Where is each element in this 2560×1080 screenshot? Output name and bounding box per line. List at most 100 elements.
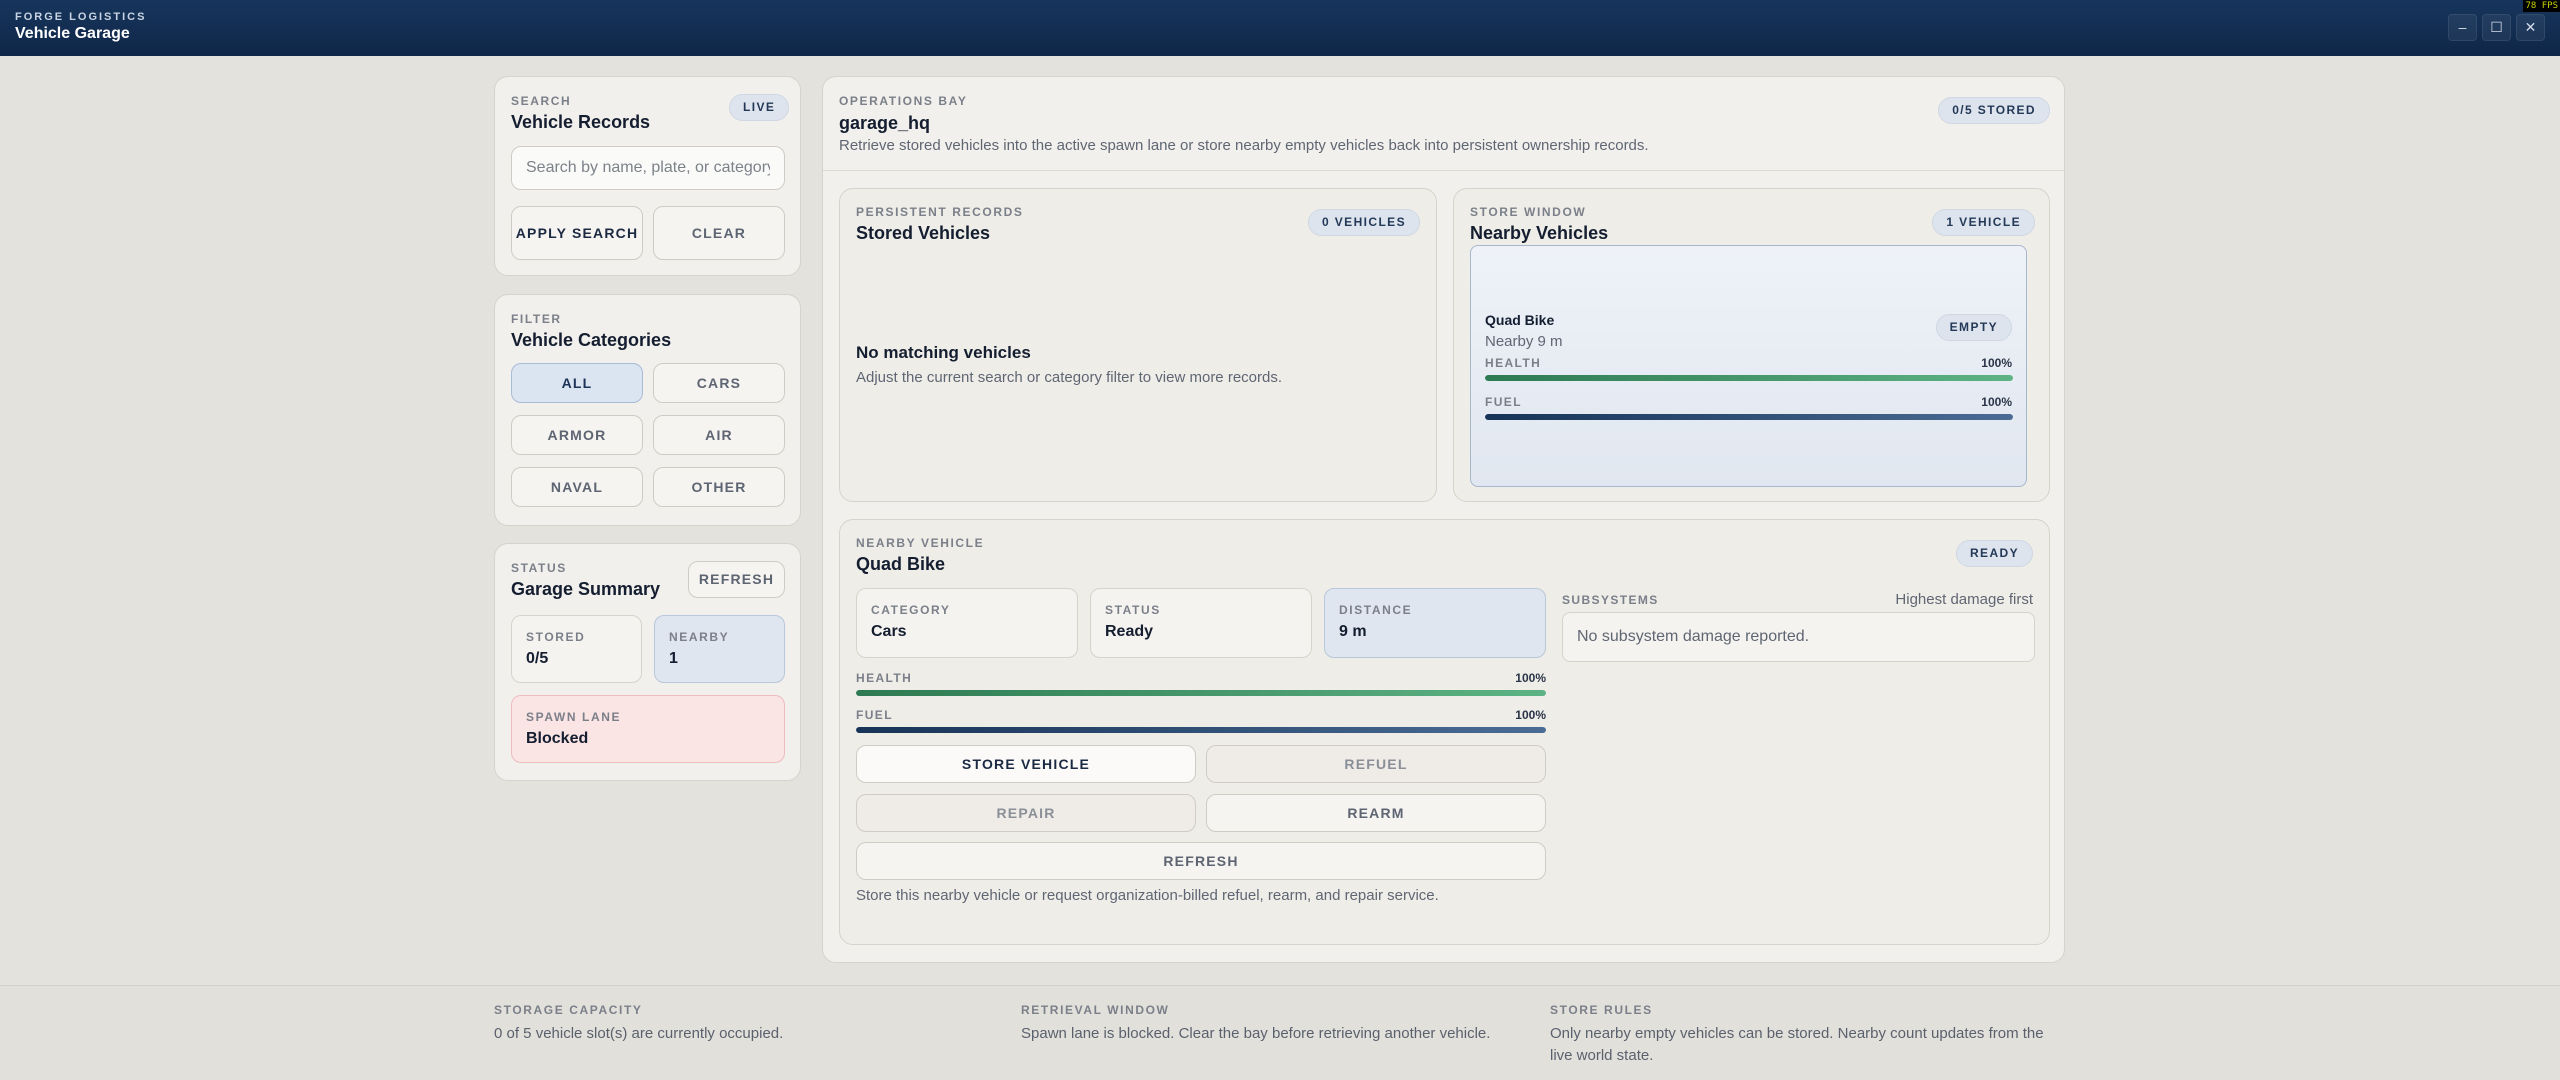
status-title: Garage Summary bbox=[511, 579, 661, 599]
category-stat-label: CATEGORY bbox=[871, 603, 951, 617]
detail-health-label: HEALTH bbox=[856, 671, 913, 685]
live-badge: LIVE bbox=[729, 94, 790, 121]
filter-title: Vehicle Categories bbox=[511, 330, 672, 350]
category-armor-button[interactable]: ARMOR bbox=[511, 415, 643, 455]
nearby-stat-label: NEARBY bbox=[669, 630, 730, 644]
detail-eyebrow: NEARBY VEHICLE bbox=[856, 536, 985, 550]
card-health-value: 100% bbox=[1981, 356, 2012, 370]
filter-panel: FILTER Vehicle Categories ALL CARS ARMOR… bbox=[494, 294, 801, 526]
retrieval-window-text: Spawn lane is blocked. Clear the bay bef… bbox=[1021, 1025, 1491, 1042]
ready-badge: READY bbox=[1955, 540, 2033, 567]
nearby-vehicles-eyebrow: STORE WINDOW bbox=[1470, 205, 1587, 219]
stored-stat-label: STORED bbox=[526, 630, 586, 644]
category-all-button[interactable]: ALL bbox=[511, 363, 643, 403]
stored-stat: STORED 0/5 bbox=[511, 615, 642, 683]
operations-divider bbox=[823, 170, 2064, 171]
nearby-vehicles-title: Nearby Vehicles bbox=[1470, 223, 1609, 243]
category-other-button[interactable]: OTHER bbox=[653, 467, 785, 507]
stored-vehicles-count-badge: 0 VEHICLES bbox=[1307, 209, 1420, 236]
card-fuel-label: FUEL bbox=[1485, 395, 1522, 409]
card-fuel-bar bbox=[1485, 414, 2013, 420]
detail-fuel-fill bbox=[856, 727, 1546, 733]
card-health-fill bbox=[1485, 375, 2013, 381]
storage-capacity-label: STORAGE CAPACITY bbox=[494, 1003, 643, 1017]
detail-title: Quad Bike bbox=[856, 554, 946, 574]
store-vehicle-button[interactable]: STORE VEHICLE bbox=[856, 745, 1196, 783]
storage-capacity-text: 0 of 5 vehicle slot(s) are currently occ… bbox=[494, 1025, 784, 1042]
status-panel: STATUS Garage Summary REFRESH STORED 0/5… bbox=[494, 543, 801, 781]
nearby-card-subtitle: Nearby 9 m bbox=[1485, 333, 1563, 350]
empty-status-badge: EMPTY bbox=[1935, 314, 2012, 341]
rearm-button[interactable]: REARM bbox=[1206, 794, 1546, 832]
distance-stat-label: DISTANCE bbox=[1339, 603, 1413, 617]
card-health-bar bbox=[1485, 375, 2013, 381]
status-refresh-button[interactable]: REFRESH bbox=[688, 561, 785, 598]
status-stat-label: STATUS bbox=[1105, 603, 1161, 617]
stored-vehicles-title: Stored Vehicles bbox=[856, 223, 991, 243]
clear-search-button[interactable]: CLEAR bbox=[653, 206, 785, 260]
detail-health-value: 100% bbox=[1515, 671, 1546, 685]
detail-help-text: Store this nearby vehicle or request org… bbox=[856, 887, 1439, 904]
search-input[interactable] bbox=[511, 146, 785, 190]
refuel-button[interactable]: REFUEL bbox=[1206, 745, 1546, 783]
nearby-stat-value: 1 bbox=[669, 650, 678, 667]
detail-fuel-bar bbox=[856, 727, 1546, 733]
distance-stat-value: 9 m bbox=[1339, 623, 1367, 640]
spawn-lane-stat: SPAWN LANE Blocked bbox=[511, 695, 785, 763]
app-title: Vehicle Garage bbox=[15, 25, 130, 42]
filter-eyebrow: FILTER bbox=[511, 312, 562, 326]
stored-count-badge: 0/5 STORED bbox=[1938, 97, 2050, 124]
close-button[interactable]: ✕ bbox=[2516, 14, 2545, 41]
category-stat: CATEGORY Cars bbox=[856, 588, 1078, 658]
store-rules-label: STORE RULES bbox=[1550, 1003, 1653, 1017]
vehicle-detail-panel: NEARBY VEHICLE Quad Bike READY CATEGORY … bbox=[839, 519, 2050, 945]
status-stat: STATUS Ready bbox=[1090, 588, 1312, 658]
apply-search-button[interactable]: APPLY SEARCH bbox=[511, 206, 643, 260]
subsystems-label: SUBSYSTEMS bbox=[1562, 593, 1659, 607]
detail-fuel-value: 100% bbox=[1515, 708, 1546, 722]
category-cars-button[interactable]: CARS bbox=[653, 363, 785, 403]
nearby-vehicles-count-badge: 1 VEHICLE bbox=[1932, 209, 2035, 236]
operations-eyebrow: OPERATIONS BAY bbox=[839, 94, 968, 108]
category-naval-button[interactable]: NAVAL bbox=[511, 467, 643, 507]
fps-counter: 78 FPS bbox=[2523, 0, 2560, 12]
card-health-label: HEALTH bbox=[1485, 356, 1542, 370]
empty-state-title: No matching vehicles bbox=[856, 343, 1031, 362]
detail-health-fill bbox=[856, 690, 1546, 696]
empty-state-text: Adjust the current search or category fi… bbox=[856, 369, 1283, 386]
stored-vehicles-panel: PERSISTENT RECORDS Stored Vehicles 0 VEH… bbox=[839, 188, 1437, 502]
stored-stat-value: 0/5 bbox=[526, 650, 549, 667]
subsystems-sort-label: Highest damage first bbox=[1895, 591, 2033, 608]
detail-health-bar bbox=[856, 690, 1546, 696]
nearby-card-name: Quad Bike bbox=[1485, 312, 1555, 328]
operations-title: garage_hq bbox=[839, 113, 931, 133]
maximize-button[interactable]: ☐ bbox=[2482, 14, 2511, 41]
brand-label: FORGE LOGISTICS bbox=[15, 11, 147, 23]
repair-button[interactable]: REPAIR bbox=[856, 794, 1196, 832]
operations-bay-panel: OPERATIONS BAY garage_hq Retrieve stored… bbox=[822, 76, 2065, 963]
nearby-vehicles-panel: STORE WINDOW Nearby Vehicles 1 VEHICLE Q… bbox=[1453, 188, 2050, 502]
detail-refresh-button[interactable]: REFRESH bbox=[856, 842, 1546, 880]
minimize-button[interactable]: – bbox=[2448, 14, 2477, 41]
category-stat-value: Cars bbox=[871, 623, 907, 640]
search-eyebrow: SEARCH bbox=[511, 94, 572, 108]
spawn-lane-label: SPAWN LANE bbox=[526, 710, 622, 724]
stored-vehicles-eyebrow: PERSISTENT RECORDS bbox=[856, 205, 1024, 219]
nearby-vehicle-card[interactable]: Quad Bike Nearby 9 m EMPTY HEALTH 100% F… bbox=[1470, 245, 2027, 487]
retrieval-window-label: RETRIEVAL WINDOW bbox=[1021, 1003, 1170, 1017]
footer: STORAGE CAPACITY 0 of 5 vehicle slot(s) … bbox=[0, 985, 2560, 1080]
distance-stat: DISTANCE 9 m bbox=[1324, 588, 1546, 658]
status-eyebrow: STATUS bbox=[511, 561, 567, 575]
search-title: Vehicle Records bbox=[511, 112, 651, 132]
status-stat-value: Ready bbox=[1105, 623, 1154, 640]
card-fuel-fill bbox=[1485, 414, 2013, 420]
search-panel: SEARCH Vehicle Records LIVE APPLY SEARCH… bbox=[494, 76, 801, 276]
store-rules-text: Only nearby empty vehicles can be stored… bbox=[1550, 1025, 2044, 1064]
title-bar: FORGE LOGISTICS Vehicle Garage – ☐ ✕ 78 … bbox=[0, 0, 2560, 56]
nearby-stat: NEARBY 1 bbox=[654, 615, 785, 683]
category-air-button[interactable]: AIR bbox=[653, 415, 785, 455]
spawn-lane-value: Blocked bbox=[526, 730, 589, 747]
card-fuel-value: 100% bbox=[1981, 395, 2012, 409]
detail-fuel-label: FUEL bbox=[856, 708, 893, 722]
operations-description: Retrieve stored vehicles into the active… bbox=[839, 137, 1649, 154]
